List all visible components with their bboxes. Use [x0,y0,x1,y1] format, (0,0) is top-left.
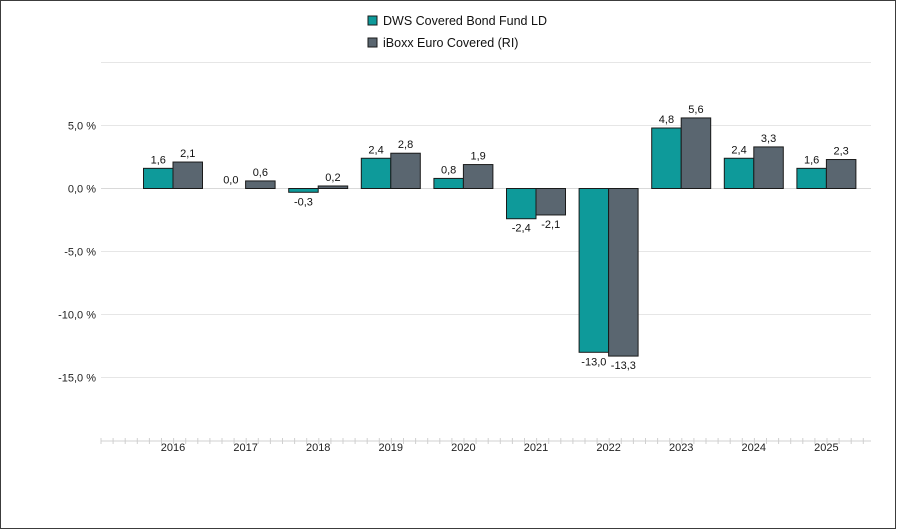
data-label: 2,4 [368,144,383,156]
bar [651,127,682,189]
data-label: 1,6 [804,154,819,166]
x-tick-label: 2020 [451,442,475,454]
x-tick-label: 2021 [524,442,548,454]
legend-swatch [367,15,378,26]
data-label: 0,6 [253,167,268,179]
x-tick-label: 2025 [814,442,838,454]
legend-swatch [367,37,378,48]
bar [390,152,421,189]
data-label: 2,8 [398,139,413,151]
bar [360,157,392,189]
x-tick-label: 2017 [233,442,257,454]
bar [535,188,566,216]
y-tick-label: -10,0 % [58,310,96,322]
y-tick-label: -15,0 % [58,373,96,385]
data-label: -13,3 [611,360,636,372]
data-label: 0,0 [223,175,238,187]
y-tick-label: 0,0 % [68,184,96,196]
bar [578,188,610,353]
data-label: 5,6 [688,104,703,116]
data-label: 2,4 [731,144,746,156]
x-tick-label: 2024 [742,442,766,454]
bar [608,188,639,357]
bar [680,117,712,189]
x-tick-label: 2018 [306,442,330,454]
bar [172,161,203,189]
bar [753,146,784,189]
bar [506,188,537,220]
bar [462,164,494,189]
legend-label: DWS Covered Bond Fund LD [383,14,547,28]
bar [317,185,349,189]
data-label: 3,3 [761,133,776,145]
bar [796,167,827,189]
data-label: 2,3 [834,146,849,158]
data-label: 4,8 [659,114,674,126]
data-label: 0,8 [441,164,456,176]
data-label: -0,3 [294,196,313,208]
bar [723,157,755,189]
x-tick-label: 2023 [669,442,693,454]
data-label: 1,6 [151,154,166,166]
x-tick-label: 2019 [379,442,403,454]
y-tick-label: -5,0 % [64,247,96,259]
data-label: -2,4 [512,223,531,235]
bar [433,177,464,189]
x-tick-label: 2016 [161,442,185,454]
bar [143,167,174,189]
data-label: -2,1 [541,219,560,231]
y-tick-label: 5,0 % [68,121,96,133]
bar [825,159,857,190]
data-label: 1,9 [471,151,486,163]
data-label: 2,1 [180,148,195,160]
x-tick-label: 2022 [596,442,620,454]
data-label: -13,0 [581,356,606,368]
legend-label: iBoxx Euro Covered (RI) [383,36,518,50]
data-label: 0,2 [325,172,340,184]
bar [288,188,319,193]
bar [245,180,276,190]
